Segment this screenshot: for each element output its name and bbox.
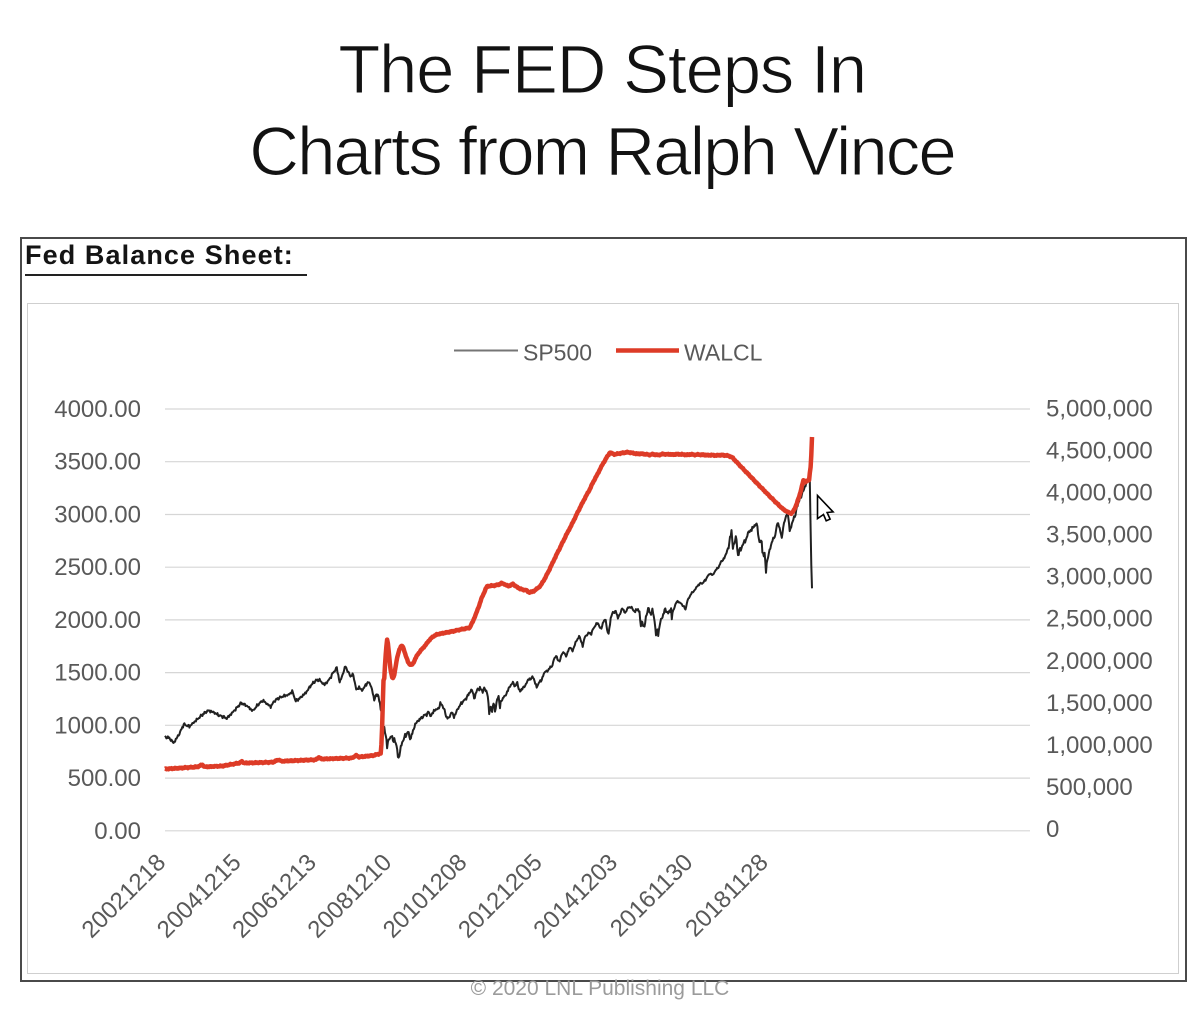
svg-text:4,000,000: 4,000,000 [1046,480,1153,507]
svg-text:0: 0 [1046,816,1059,843]
svg-text:500,000: 500,000 [1046,774,1133,801]
svg-text:2500.00: 2500.00 [54,554,141,581]
svg-text:500.00: 500.00 [68,765,141,792]
svg-text:1,500,000: 1,500,000 [1046,690,1153,717]
svg-text:2,500,000: 2,500,000 [1046,606,1153,633]
svg-text:4000.00: 4000.00 [54,396,141,423]
svg-text:2,000,000: 2,000,000 [1046,648,1153,675]
svg-text:3,000,000: 3,000,000 [1046,564,1153,591]
svg-text:3500.00: 3500.00 [54,449,141,476]
svg-text:20181128: 20181128 [680,849,773,942]
svg-text:3000.00: 3000.00 [54,502,141,529]
svg-text:SP500: SP500 [523,340,592,366]
svg-text:4,500,000: 4,500,000 [1046,438,1153,465]
svg-text:1500.00: 1500.00 [54,660,141,687]
svg-text:0.00: 0.00 [94,818,141,845]
svg-text:5,000,000: 5,000,000 [1046,396,1153,423]
svg-text:1,000,000: 1,000,000 [1046,732,1153,759]
svg-text:2000.00: 2000.00 [54,607,141,634]
svg-text:1000.00: 1000.00 [54,712,141,739]
svg-text:WALCL: WALCL [684,340,763,366]
svg-text:3,500,000: 3,500,000 [1046,522,1153,549]
